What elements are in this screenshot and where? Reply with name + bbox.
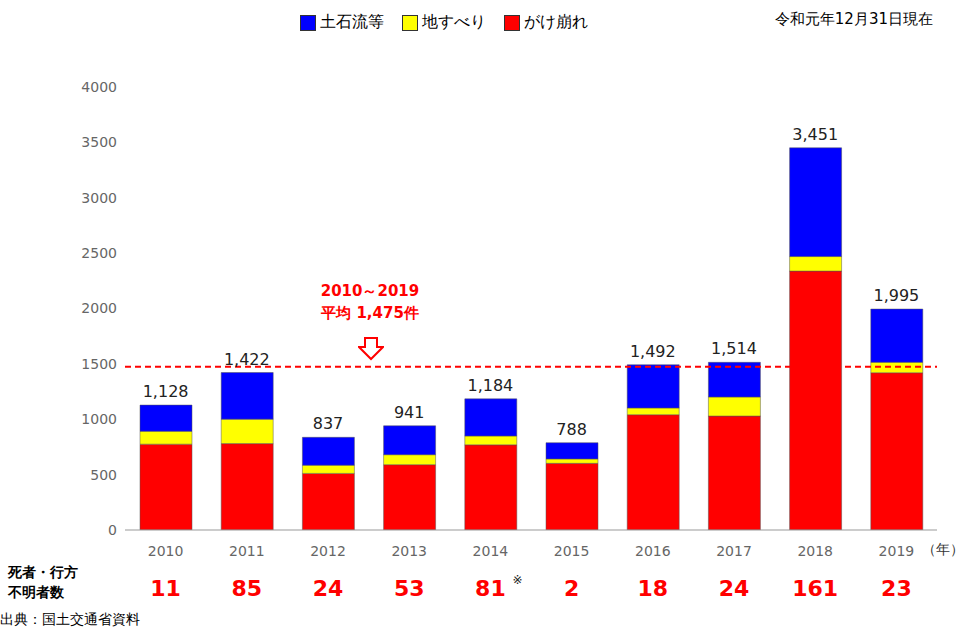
svg-text:2014: 2014	[473, 543, 509, 559]
svg-text:24: 24	[719, 576, 750, 601]
html-text:土石流等: 土石流等	[320, 12, 384, 31]
html-text:平均 1,475件: 平均 1,475件	[321, 304, 419, 322]
svg-text:2016: 2016	[635, 543, 671, 559]
svg-text:1,514: 1,514	[711, 339, 757, 358]
svg-text:2012: 2012	[310, 543, 346, 559]
html-text:出典：国土交通省資料: 出典：国土交通省資料	[0, 611, 140, 627]
svg-text:2000: 2000	[81, 300, 117, 316]
html-text:（年）: （年）	[922, 541, 963, 557]
svg-text:1,492: 1,492	[630, 342, 676, 361]
svg-text:2015: 2015	[554, 543, 590, 559]
svg-text:※: ※	[512, 573, 522, 587]
svg-text:500: 500	[90, 467, 117, 483]
svg-text:2017: 2017	[716, 543, 752, 559]
svg-text:23: 23	[881, 576, 912, 601]
svg-text:3000: 3000	[81, 190, 117, 206]
svg-text:161: 161	[792, 576, 838, 601]
svg-text:1,184: 1,184	[467, 376, 513, 395]
svg-text:2018: 2018	[797, 543, 833, 559]
svg-text:11: 11	[150, 576, 181, 601]
svg-text:53: 53	[394, 576, 425, 601]
svg-text:81: 81	[475, 576, 506, 601]
html-text:令和元年12月31日現在: 令和元年12月31日現在	[774, 10, 933, 28]
svg-text:85: 85	[231, 576, 262, 601]
svg-text:3500: 3500	[81, 134, 117, 150]
svg-text:4000: 4000	[81, 79, 117, 95]
svg-text:0: 0	[108, 522, 117, 538]
svg-text:1000: 1000	[81, 411, 117, 427]
svg-text:2500: 2500	[81, 245, 117, 261]
svg-text:837: 837	[313, 414, 344, 433]
svg-text:2010: 2010	[148, 543, 184, 559]
html-text:がけ崩れ: がけ崩れ	[524, 12, 588, 31]
svg-text:2: 2	[564, 576, 579, 601]
svg-text:3,451: 3,451	[792, 125, 838, 144]
svg-text:18: 18	[637, 576, 668, 601]
svg-text:24: 24	[313, 576, 344, 601]
svg-text:788: 788	[556, 420, 587, 439]
html-text:2010～2019: 2010～2019	[320, 282, 420, 300]
svg-text:941: 941	[394, 403, 425, 422]
svg-text:2013: 2013	[391, 543, 427, 559]
html-text:地すべり: 地すべり	[422, 12, 486, 31]
svg-text:2011: 2011	[229, 543, 265, 559]
html-text:不明者数: 不明者数	[8, 584, 64, 600]
svg-text:1500: 1500	[81, 356, 117, 372]
svg-text:1,128: 1,128	[143, 382, 189, 401]
svg-text:1,995: 1,995	[873, 286, 919, 305]
html-text:死者・行方: 死者・行方	[8, 564, 78, 580]
svg-text:1,422: 1,422	[224, 350, 270, 369]
svg-text:2019: 2019	[879, 543, 915, 559]
